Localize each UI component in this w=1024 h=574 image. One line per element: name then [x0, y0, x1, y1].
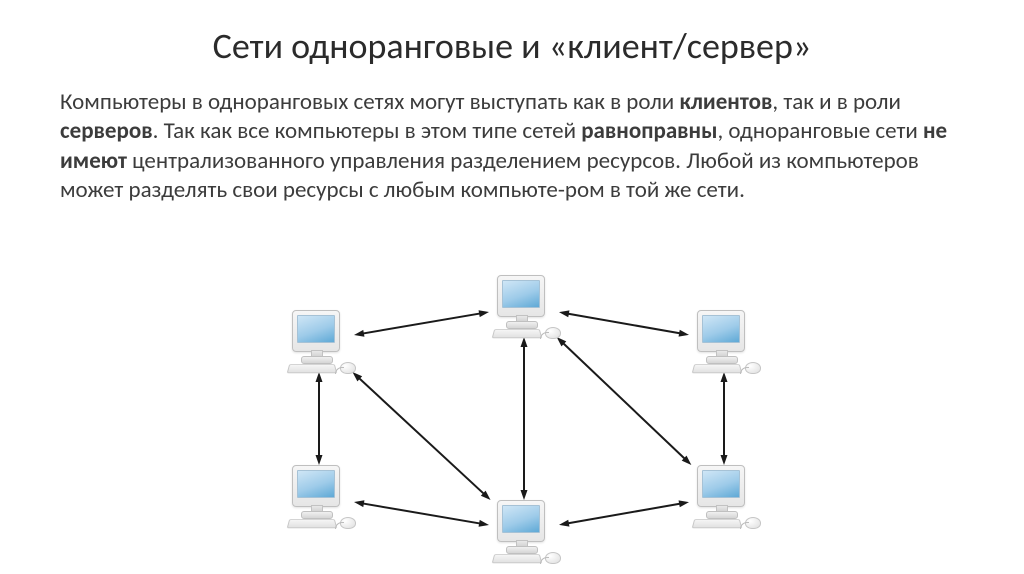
- computer-node: [689, 310, 759, 372]
- computer-node: [489, 275, 559, 337]
- arrowhead-icon: [679, 500, 689, 507]
- arrowhead-icon: [679, 330, 689, 337]
- arrowhead-icon: [721, 455, 728, 465]
- arrowhead-icon: [721, 372, 728, 382]
- mouse-icon: [745, 362, 761, 374]
- slide: Сети одноранговые и «клиент/сервер» Комп…: [0, 0, 1024, 574]
- edge-line: [358, 377, 484, 494]
- keyboard-icon: [692, 519, 743, 528]
- keyboard-icon: [287, 364, 338, 373]
- page-title: Сети одноранговые и «клиент/сервер»: [60, 24, 964, 68]
- network-diagram: [234, 275, 804, 574]
- monitor-icon: [292, 310, 340, 352]
- edge-line: [567, 314, 681, 334]
- monitor-icon: [497, 275, 545, 317]
- computer-node: [284, 465, 354, 527]
- edge-line: [567, 504, 681, 524]
- edge-line: [362, 313, 481, 333]
- arrowhead-icon: [521, 490, 528, 500]
- arrowhead-icon: [559, 310, 569, 317]
- keyboard-icon: [287, 519, 338, 528]
- monitor-icon: [292, 465, 340, 507]
- arrowhead-icon: [316, 455, 323, 465]
- arrowhead-icon: [479, 310, 489, 317]
- computer-node: [689, 465, 759, 527]
- monitor-icon: [697, 465, 745, 507]
- mouse-icon: [745, 517, 761, 529]
- keyboard-icon: [692, 364, 743, 373]
- mouse-icon: [545, 327, 561, 339]
- computer-node: [284, 310, 354, 372]
- edge-line: [362, 503, 481, 523]
- mouse-icon: [340, 362, 356, 374]
- arrowhead-icon: [521, 337, 528, 347]
- computer-node: [489, 500, 559, 562]
- keyboard-icon: [492, 554, 543, 563]
- arrowhead-icon: [354, 330, 364, 337]
- monitor-icon: [697, 310, 745, 352]
- keyboard-icon: [492, 329, 543, 338]
- arrowhead-icon: [316, 372, 323, 382]
- arrowhead-icon: [354, 500, 364, 507]
- mouse-icon: [545, 552, 561, 564]
- arrowhead-icon: [559, 520, 569, 527]
- body-paragraph: Компьютеры в одноранговых сетях могут вы…: [60, 88, 964, 206]
- edge-line: [562, 343, 685, 460]
- mouse-icon: [340, 517, 356, 529]
- arrowhead-icon: [479, 520, 489, 527]
- monitor-icon: [497, 500, 545, 542]
